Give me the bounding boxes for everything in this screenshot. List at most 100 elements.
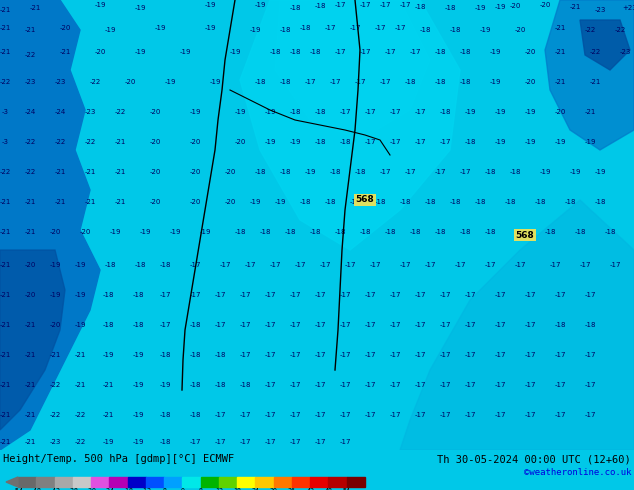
Text: -19: -19 bbox=[479, 27, 491, 33]
Text: -48: -48 bbox=[30, 488, 42, 490]
Text: -18: -18 bbox=[399, 199, 411, 205]
Text: -19: -19 bbox=[234, 109, 246, 115]
Text: -17: -17 bbox=[389, 412, 401, 418]
Text: -22: -22 bbox=[0, 169, 11, 175]
Text: -17: -17 bbox=[214, 322, 226, 328]
Text: -21: -21 bbox=[84, 169, 96, 175]
Text: -21: -21 bbox=[554, 25, 566, 31]
Text: -19: -19 bbox=[204, 25, 216, 31]
Text: -17: -17 bbox=[524, 352, 536, 358]
Text: -18: -18 bbox=[509, 169, 521, 175]
Text: -22: -22 bbox=[585, 27, 595, 33]
Text: -18: -18 bbox=[214, 382, 226, 388]
Text: -19: -19 bbox=[495, 139, 506, 145]
Text: -18: -18 bbox=[309, 229, 321, 235]
Text: -17: -17 bbox=[339, 412, 351, 418]
Text: -17: -17 bbox=[495, 412, 506, 418]
Text: -17: -17 bbox=[495, 322, 506, 328]
Text: -18: -18 bbox=[190, 352, 201, 358]
Text: -18: -18 bbox=[374, 199, 385, 205]
Text: -18: -18 bbox=[339, 139, 351, 145]
Text: -8: -8 bbox=[160, 488, 168, 490]
Text: -22: -22 bbox=[74, 412, 86, 418]
Text: -21: -21 bbox=[0, 199, 11, 205]
Text: -17: -17 bbox=[414, 382, 426, 388]
Text: -18: -18 bbox=[404, 79, 416, 85]
Text: -23: -23 bbox=[84, 109, 96, 115]
Text: -18: -18 bbox=[484, 169, 496, 175]
Text: -21: -21 bbox=[55, 169, 66, 175]
Text: -18: -18 bbox=[259, 229, 271, 235]
Text: -20: -20 bbox=[524, 79, 536, 85]
Text: -17: -17 bbox=[339, 439, 351, 445]
Text: -17: -17 bbox=[314, 352, 326, 358]
Text: -21: -21 bbox=[0, 439, 11, 445]
Bar bbox=[127, 477, 146, 487]
Text: -21: -21 bbox=[74, 382, 86, 388]
Text: -18: -18 bbox=[384, 229, 396, 235]
Text: -17: -17 bbox=[389, 109, 401, 115]
Bar bbox=[310, 477, 328, 487]
Text: -21: -21 bbox=[554, 49, 566, 55]
Text: -17: -17 bbox=[554, 292, 566, 298]
Text: -20: -20 bbox=[24, 292, 36, 298]
Text: -17: -17 bbox=[439, 322, 451, 328]
Text: -17: -17 bbox=[459, 169, 471, 175]
Text: -17: -17 bbox=[365, 382, 376, 388]
Bar bbox=[219, 477, 237, 487]
Text: -17: -17 bbox=[349, 25, 361, 31]
Text: -17: -17 bbox=[585, 412, 596, 418]
Text: -18: -18 bbox=[254, 79, 266, 85]
Text: -17: -17 bbox=[414, 412, 426, 418]
Text: -21: -21 bbox=[0, 412, 11, 418]
Text: -21: -21 bbox=[102, 382, 113, 388]
Text: -19: -19 bbox=[74, 292, 86, 298]
Text: -19: -19 bbox=[139, 229, 151, 235]
Text: -17: -17 bbox=[414, 292, 426, 298]
Text: -19: -19 bbox=[474, 5, 486, 11]
Text: -20: -20 bbox=[150, 109, 160, 115]
Text: -19: -19 bbox=[159, 382, 171, 388]
Text: -17: -17 bbox=[339, 292, 351, 298]
Text: -23: -23 bbox=[49, 439, 61, 445]
Text: -17: -17 bbox=[214, 439, 226, 445]
Text: -17: -17 bbox=[339, 322, 351, 328]
Bar bbox=[73, 477, 91, 487]
Text: -21: -21 bbox=[114, 169, 126, 175]
Text: -18: -18 bbox=[289, 5, 301, 11]
Text: -18: -18 bbox=[214, 352, 226, 358]
Text: -17: -17 bbox=[264, 322, 276, 328]
Text: -21: -21 bbox=[0, 49, 11, 55]
Text: -17: -17 bbox=[389, 292, 401, 298]
Text: -19: -19 bbox=[254, 2, 266, 8]
Text: -18: -18 bbox=[594, 199, 605, 205]
Text: -21: -21 bbox=[585, 109, 596, 115]
Text: -18: -18 bbox=[450, 27, 461, 33]
Text: -21: -21 bbox=[0, 25, 11, 31]
Text: -17: -17 bbox=[239, 292, 251, 298]
Text: -18: -18 bbox=[133, 322, 144, 328]
Text: -17: -17 bbox=[554, 352, 566, 358]
Text: -17: -17 bbox=[464, 412, 476, 418]
Text: -17: -17 bbox=[359, 49, 371, 55]
Text: -17: -17 bbox=[439, 139, 451, 145]
Text: -21: -21 bbox=[24, 412, 36, 418]
Text: -17: -17 bbox=[404, 169, 416, 175]
Text: -21: -21 bbox=[0, 322, 11, 328]
Text: -18: -18 bbox=[444, 5, 456, 11]
Text: 12: 12 bbox=[215, 488, 223, 490]
Text: -21: -21 bbox=[24, 229, 36, 235]
Text: -17: -17 bbox=[304, 79, 316, 85]
Text: -17: -17 bbox=[239, 439, 251, 445]
Text: -21: -21 bbox=[84, 199, 96, 205]
Text: -17: -17 bbox=[439, 292, 451, 298]
Text: -21: -21 bbox=[49, 352, 61, 358]
Text: -18: -18 bbox=[464, 139, 476, 145]
Text: -22: -22 bbox=[24, 169, 36, 175]
Text: -19: -19 bbox=[264, 109, 276, 115]
Text: -19: -19 bbox=[134, 49, 146, 55]
Text: -22: -22 bbox=[89, 79, 101, 85]
Text: -18: -18 bbox=[159, 412, 171, 418]
Text: -18: -18 bbox=[102, 322, 113, 328]
Text: -17: -17 bbox=[289, 382, 301, 388]
